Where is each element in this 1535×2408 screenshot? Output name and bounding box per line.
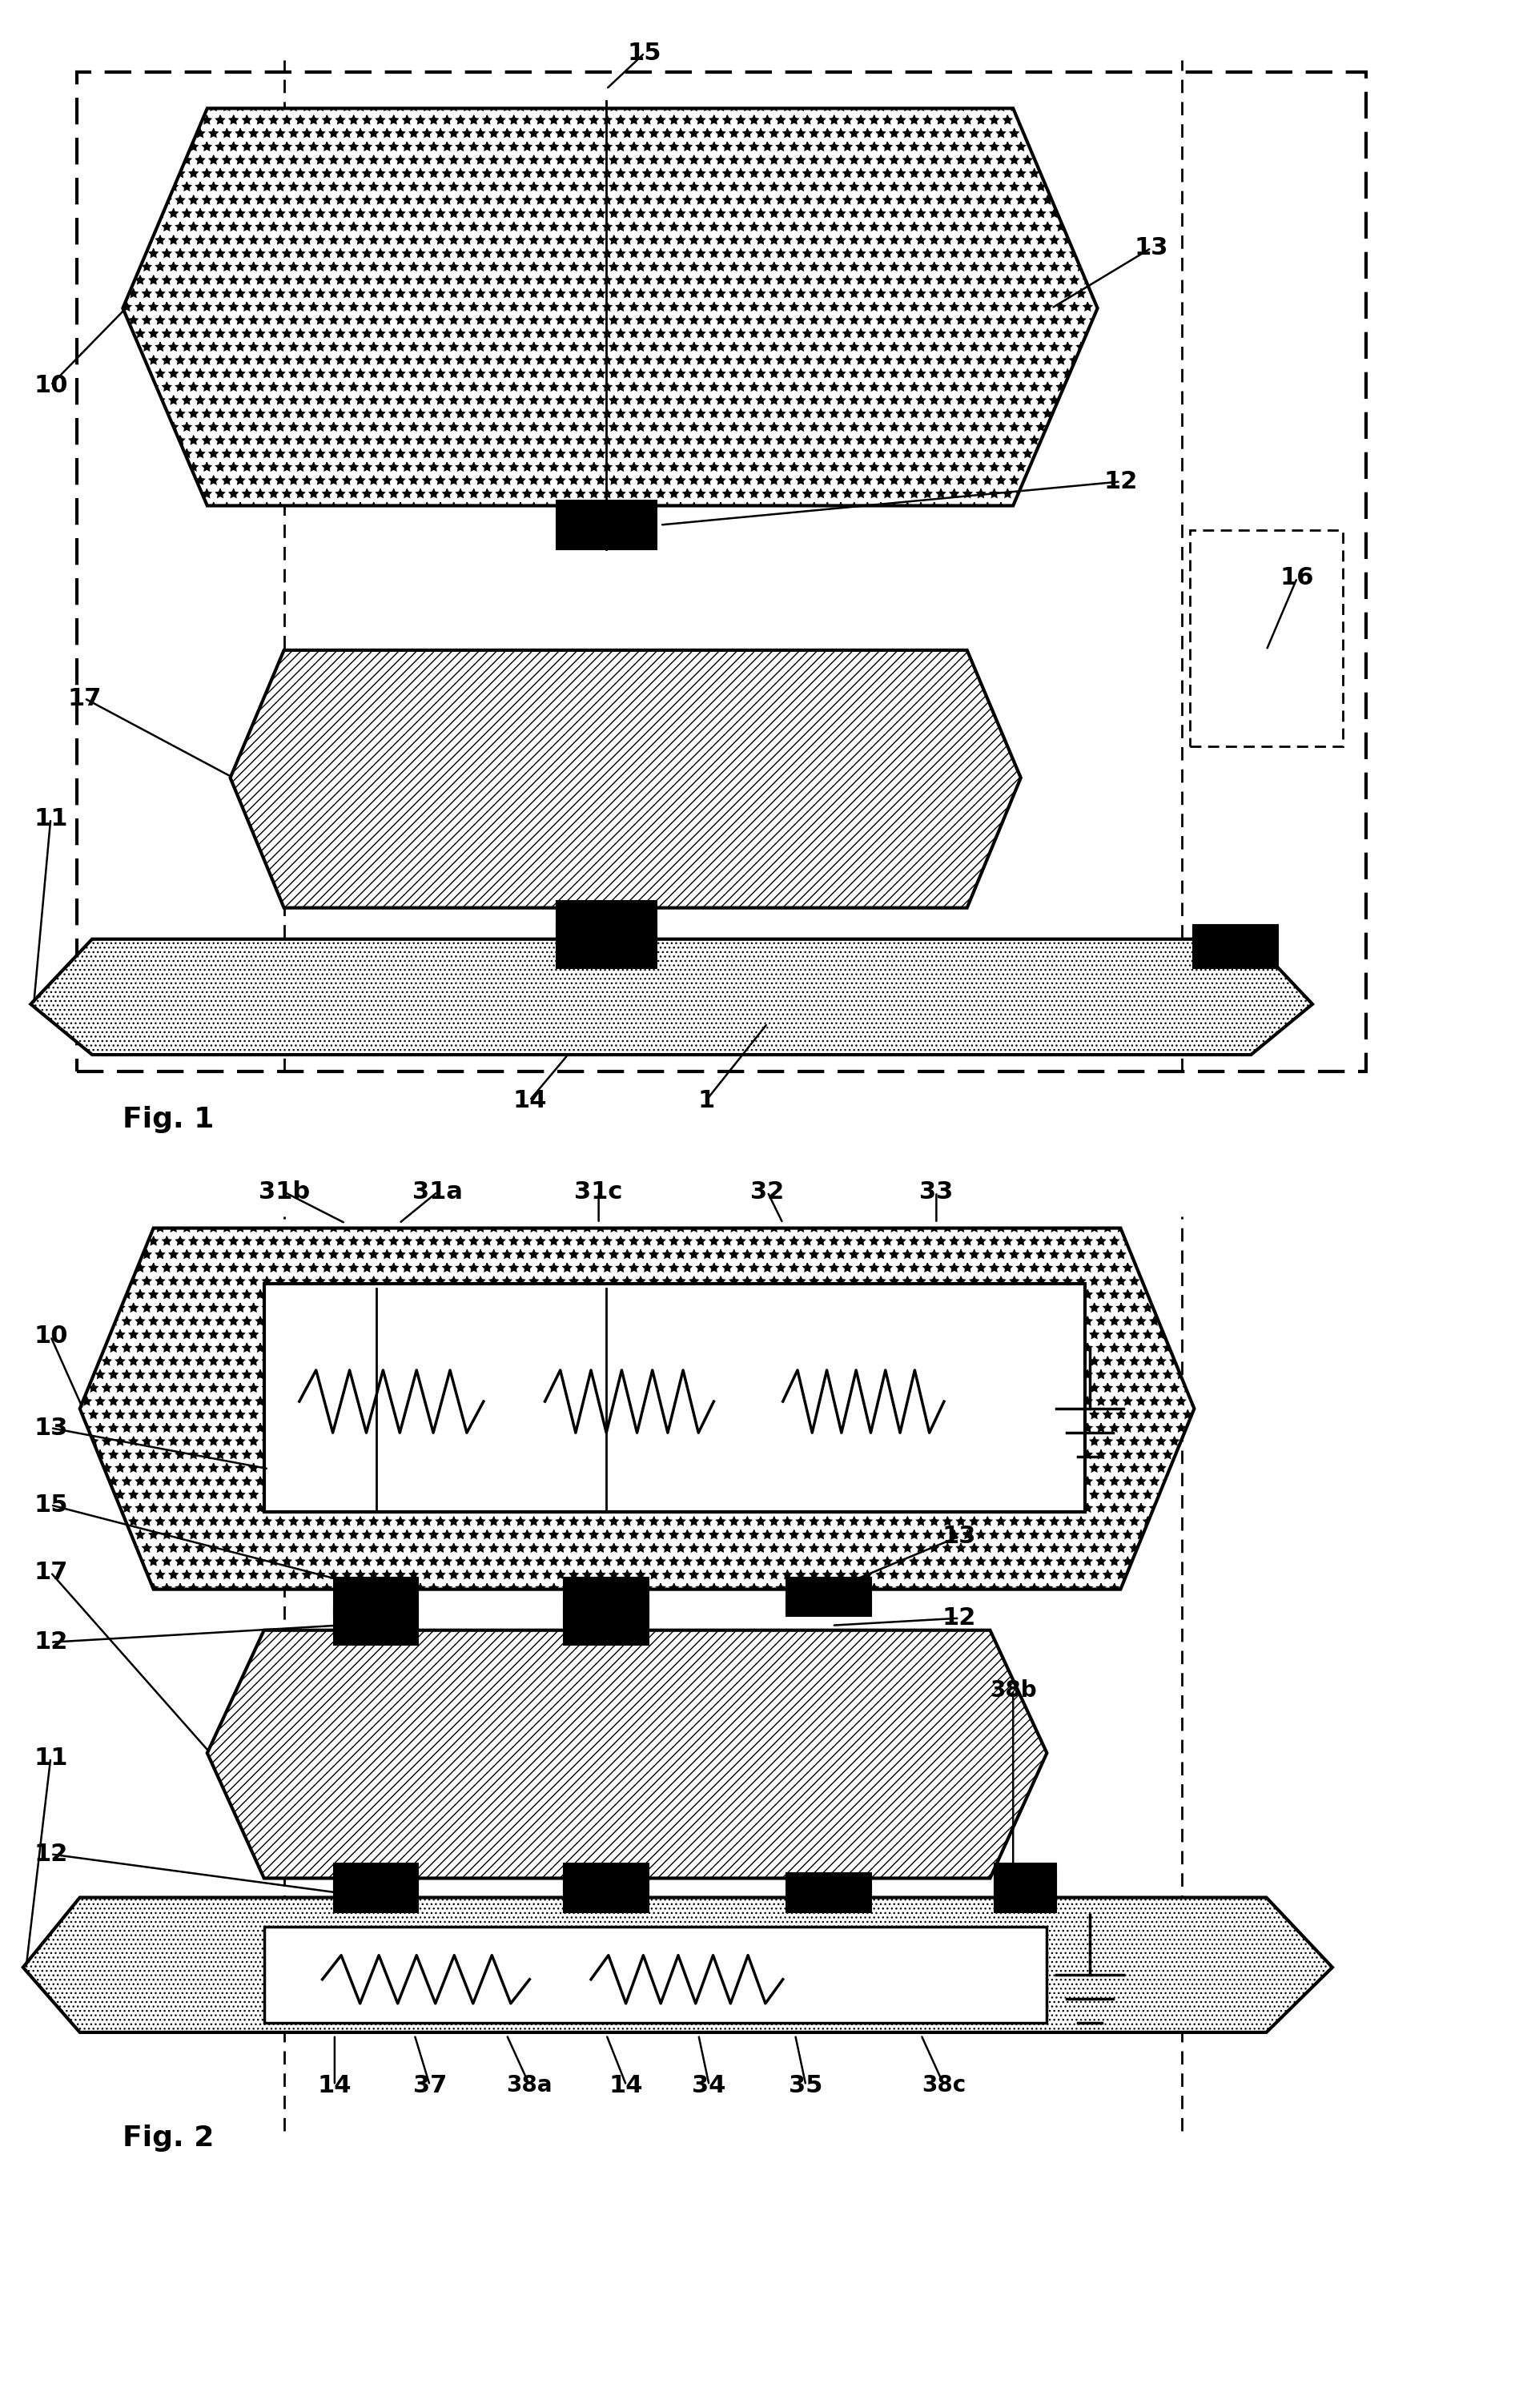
Text: 15: 15: [34, 1493, 68, 1517]
Text: 38c: 38c: [923, 2073, 966, 2097]
Text: 31a: 31a: [413, 1180, 462, 1204]
Text: Fig. 2: Fig. 2: [123, 2124, 215, 2153]
Text: 33: 33: [919, 1180, 953, 1204]
Bar: [557, 501, 657, 549]
Text: Fig. 1: Fig. 1: [123, 1105, 215, 1134]
Text: 14: 14: [513, 1088, 546, 1112]
Bar: [565, 1577, 649, 1616]
Text: 38a: 38a: [507, 2073, 553, 2097]
Bar: [995, 1864, 1056, 1902]
Bar: [565, 1873, 649, 1912]
Bar: [557, 925, 657, 968]
Bar: [1190, 530, 1343, 746]
Bar: [264, 1926, 1047, 2023]
Text: 14: 14: [318, 2073, 352, 2097]
Text: 10: 10: [34, 373, 68, 397]
Text: 15: 15: [628, 41, 662, 65]
Text: 34: 34: [692, 2073, 726, 2097]
Text: 31b: 31b: [258, 1180, 310, 1204]
Bar: [335, 1873, 419, 1912]
Bar: [264, 1283, 1085, 1512]
Text: 12: 12: [34, 1630, 68, 1654]
Bar: [335, 1606, 419, 1645]
Polygon shape: [207, 1630, 1047, 1878]
Text: 31c: 31c: [574, 1180, 623, 1204]
Bar: [77, 72, 1366, 1072]
Text: 13: 13: [34, 1416, 68, 1440]
Text: 13: 13: [942, 1524, 976, 1548]
Text: 12: 12: [1104, 470, 1137, 494]
Polygon shape: [230, 650, 1021, 908]
Bar: [787, 1577, 872, 1616]
Text: 1: 1: [697, 1088, 715, 1112]
Bar: [335, 1864, 419, 1902]
Text: 37: 37: [413, 2073, 447, 2097]
Bar: [565, 1864, 649, 1902]
Text: 14: 14: [609, 2073, 643, 2097]
Bar: [787, 1873, 872, 1912]
Bar: [565, 1606, 649, 1645]
Text: 11: 11: [34, 1746, 68, 1770]
Polygon shape: [80, 1228, 1194, 1589]
Text: 12: 12: [34, 1842, 68, 1866]
Text: 13: 13: [1134, 236, 1168, 260]
Text: 17: 17: [34, 1560, 68, 1584]
Text: 17: 17: [68, 686, 101, 710]
Polygon shape: [31, 939, 1312, 1055]
Text: 32: 32: [751, 1180, 784, 1204]
Text: 12: 12: [942, 1606, 976, 1630]
Polygon shape: [23, 1898, 1332, 2032]
Bar: [335, 1577, 419, 1616]
Text: 11: 11: [34, 807, 68, 831]
Polygon shape: [123, 108, 1098, 506]
Text: 35: 35: [789, 2073, 823, 2097]
Text: 16: 16: [1280, 566, 1314, 590]
Bar: [1194, 925, 1279, 968]
Text: 10: 10: [34, 1324, 68, 1348]
Bar: [557, 901, 657, 944]
Bar: [995, 1873, 1056, 1912]
Text: 38b: 38b: [990, 1678, 1036, 1702]
